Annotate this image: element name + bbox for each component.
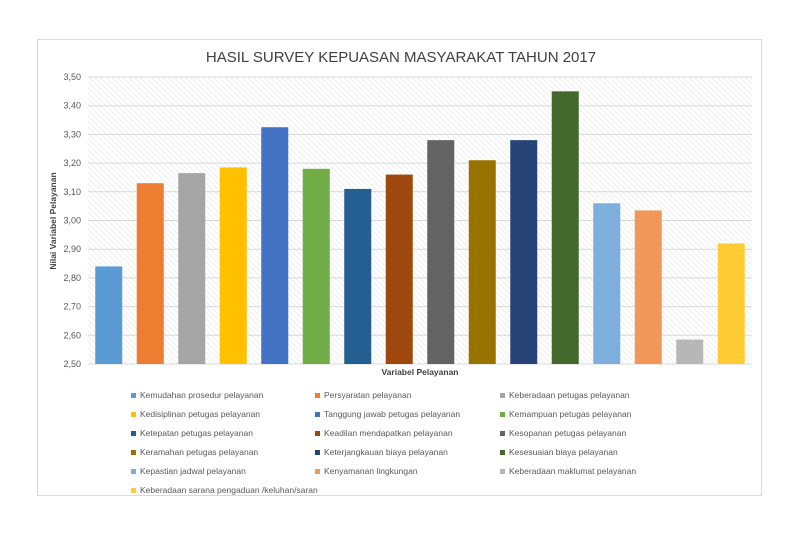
- legend-label: Kemudahan prosedur pelayanan: [140, 390, 264, 400]
- legend-swatch: [131, 412, 136, 417]
- legend-swatch: [131, 469, 136, 474]
- legend-label: Persyaratan pelayanan: [324, 390, 412, 400]
- bar: [427, 140, 455, 364]
- legend-swatch: [500, 412, 505, 417]
- y-tick-label: 3,10: [63, 187, 81, 197]
- bar: [302, 168, 330, 364]
- legend-swatch: [500, 393, 505, 398]
- bar: [510, 140, 538, 364]
- y-tick-label: 3,20: [63, 158, 81, 168]
- y-tick-label: 3,30: [63, 129, 81, 139]
- y-tick-label: 2,70: [63, 302, 81, 312]
- y-tick-label: 2,60: [63, 330, 81, 340]
- legend-label: Keberadaan maklumat pelayanan: [509, 466, 636, 476]
- x-axis-title: Variabel Pelayanan: [381, 367, 458, 377]
- legend-swatch: [500, 469, 505, 474]
- legend-swatch: [315, 450, 320, 455]
- legend-label: Ketepatan petugas pelayanan: [140, 428, 253, 438]
- bar: [676, 339, 704, 364]
- bar: [717, 243, 745, 364]
- chart-title: HASIL SURVEY KEPUASAN MASYARAKAT TAHUN 2…: [206, 49, 596, 66]
- bar: [136, 183, 164, 364]
- legend-label: Kesopanan petugas pelayanan: [509, 428, 626, 438]
- y-tick-label: 2,90: [63, 244, 81, 254]
- bar: [219, 167, 247, 364]
- bar: [178, 173, 206, 364]
- legend-label: Keberadaan sarana pengaduan /keluhan/sar…: [140, 485, 318, 495]
- legend-label: Kesesuaian biaya pelayanan: [509, 447, 618, 457]
- legend-swatch: [315, 431, 320, 436]
- legend-label: Tanggung jawab petugas pelayanan: [324, 409, 460, 419]
- legend-swatch: [500, 431, 505, 436]
- legend-swatch: [131, 488, 136, 493]
- y-axis-title: Nilai Variabel Pelayanan: [48, 172, 58, 269]
- bar: [344, 188, 372, 364]
- legend-swatch: [500, 450, 505, 455]
- bar: [634, 210, 662, 364]
- y-tick-label: 3,00: [63, 216, 81, 226]
- legend-label: Keadilan mendapatkan pelayanan: [324, 428, 453, 438]
- legend-label: Keberadaan petugas pelayanan: [509, 390, 630, 400]
- legend-label: Kepastian jadwal pelayanan: [140, 466, 246, 476]
- y-tick-label: 2,80: [63, 273, 81, 283]
- legend-label: Kemampuan petugas pelayanan: [509, 409, 632, 419]
- bar: [468, 160, 496, 364]
- bar: [261, 127, 289, 364]
- bar: [593, 203, 621, 364]
- bar: [95, 266, 123, 364]
- legend-swatch: [131, 393, 136, 398]
- legend-label: Kenyamanan lingkungan: [324, 466, 418, 476]
- legend-swatch: [131, 450, 136, 455]
- y-tick-label: 3,50: [63, 72, 81, 82]
- legend-label: Keterjangkauan biaya pelayanan: [324, 447, 448, 457]
- legend-swatch: [315, 412, 320, 417]
- legend-swatch: [131, 431, 136, 436]
- y-tick-label: 2,50: [63, 359, 81, 369]
- y-tick-label: 3,40: [63, 101, 81, 111]
- legend-swatch: [315, 469, 320, 474]
- bar: [551, 91, 579, 364]
- bar: [385, 174, 413, 364]
- legend-label: Kedisiplinan petugas pelayanan: [140, 409, 260, 419]
- legend-label: Keramahan petugas pelayanan: [140, 447, 258, 457]
- legend-swatch: [315, 393, 320, 398]
